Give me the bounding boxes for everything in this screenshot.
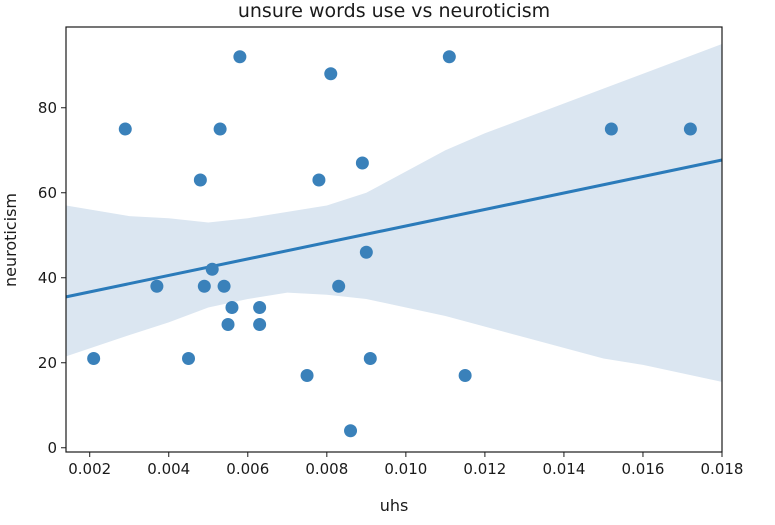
data-points-layer: [87, 50, 697, 438]
x-tick-label: 0.016: [621, 460, 664, 478]
y-tick-label: 20: [38, 354, 57, 372]
data-point: [118, 122, 132, 136]
x-tick-label: 0.004: [147, 460, 190, 478]
data-point: [683, 122, 697, 136]
data-point: [344, 424, 358, 438]
data-point: [182, 352, 196, 365]
y-tick-label: 60: [38, 184, 57, 202]
data-point: [355, 156, 369, 170]
data-point: [253, 318, 267, 331]
y-axis-label: neuroticism: [1, 193, 20, 287]
data-point: [197, 279, 211, 293]
confidence-band: [66, 44, 722, 382]
regression-line: [65, 158, 723, 299]
data-point: [604, 122, 618, 136]
regression-line-layer: [65, 158, 723, 299]
x-tick-label: 0.002: [68, 460, 111, 478]
data-point: [332, 279, 346, 293]
data-point: [150, 279, 164, 293]
data-point: [359, 245, 373, 259]
data-point: [253, 301, 267, 314]
x-tick-label: 0.008: [305, 460, 348, 478]
x-tick-label: 0.012: [463, 460, 506, 478]
data-point: [193, 173, 207, 187]
y-tick-label: 0: [47, 439, 57, 457]
chart-title: unsure words use vs neuroticism: [238, 0, 550, 22]
data-point: [442, 50, 456, 64]
data-point: [312, 173, 326, 187]
confidence-band-layer: [66, 44, 722, 382]
data-point: [300, 369, 314, 382]
data-point: [225, 301, 239, 314]
plot-frame: [65, 26, 723, 453]
y-axis-ticks: 0 20 40 60 80: [38, 99, 66, 457]
data-point: [233, 50, 247, 64]
data-point: [363, 352, 377, 365]
data-point: [205, 262, 219, 276]
data-point: [87, 352, 101, 365]
y-tick-label: 80: [38, 99, 57, 117]
x-tick-label: 0.018: [701, 460, 744, 478]
x-tick-label: 0.006: [226, 460, 269, 478]
data-point: [324, 67, 338, 81]
data-point: [458, 369, 472, 382]
x-tick-label: 0.014: [542, 460, 585, 478]
x-axis-label: uhs: [380, 496, 409, 515]
y-tick-label: 40: [38, 269, 57, 287]
data-point: [217, 279, 231, 293]
x-axis-ticks: 0.002 0.004 0.006 0.008 0.010 0.012 0.014 0.016…: [68, 452, 743, 478]
data-point: [213, 122, 227, 136]
data-point: [221, 318, 235, 331]
x-tick-label: 0.010: [384, 460, 427, 478]
